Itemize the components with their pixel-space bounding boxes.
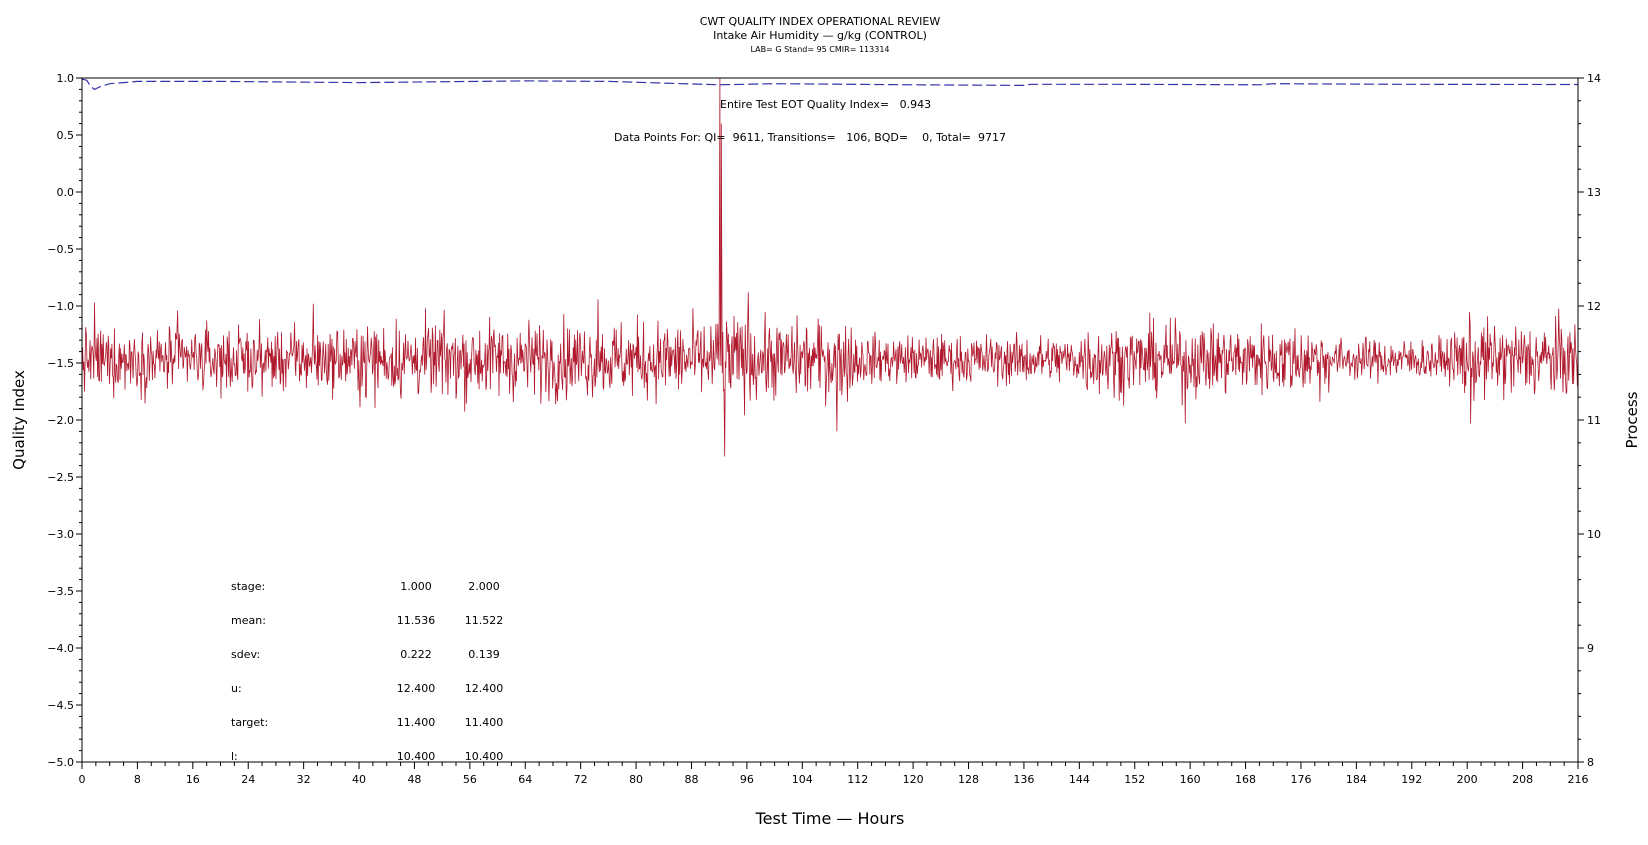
y-tick-label: −5.0 [47, 756, 74, 769]
y-tick-label: −0.5 [47, 243, 74, 256]
stats-row-label: stage: [231, 580, 265, 593]
x-tick-label: 0 [79, 773, 86, 786]
y2-tick-label: 13 [1587, 186, 1601, 199]
x-tick-label: 168 [1235, 773, 1256, 786]
y-tick-label: −4.5 [47, 699, 74, 712]
y2-tick-label: 10 [1587, 528, 1601, 541]
plot-frame [81, 77, 1579, 763]
x-tick-label: 96 [740, 773, 754, 786]
y-tick-label: −4.0 [47, 642, 74, 655]
data-points-annotation: Data Points For: QI= 9611, Transitions= … [614, 131, 1006, 144]
stats-row-label: target: [231, 716, 268, 729]
stats-row-label: u: [231, 682, 242, 695]
x-tick-label: 104 [792, 773, 813, 786]
y-axis-left: 1.0 0.5 0.0 −0.5 −1.0 −1.5 −2.0 −2.5 −3.0 −3.5 −4.… [47, 72, 82, 769]
x-tick-label: 128 [958, 773, 979, 786]
x-tick-label: 120 [903, 773, 924, 786]
x-tick-label: 176 [1290, 773, 1311, 786]
chart-subtitle: Intake Air Humidity — g/kg (CONTROL) [713, 29, 927, 42]
y-tick-label: −1.0 [47, 300, 74, 313]
stats-row-stage2-value: 11.400 [465, 716, 504, 729]
y-axis-label: Quality Index [10, 370, 28, 470]
stats-row-stage2-value: 0.139 [468, 648, 500, 661]
stats-row-stage1-value: 11.536 [397, 614, 436, 627]
y-tick-label: −2.5 [47, 471, 74, 484]
y2-tick-label: 9 [1587, 642, 1594, 655]
stats-row-stage2-value: 12.400 [465, 682, 504, 695]
stats-row-label: mean: [231, 614, 266, 627]
y-axis-right: 14 13 12 11 10 9 8 [1578, 72, 1601, 769]
x-tick-label: 64 [518, 773, 532, 786]
x-axis-label: Test Time — Hours [755, 809, 905, 828]
y2-tick-label: 8 [1587, 756, 1594, 769]
stats-row-label: sdev: [231, 648, 260, 661]
x-tick-label: 16 [186, 773, 200, 786]
x-tick-label: 208 [1512, 773, 1533, 786]
x-tick-label: 160 [1180, 773, 1201, 786]
stats-row-stage2-value: 10.400 [465, 750, 504, 763]
process-series-line [81, 77, 1579, 457]
y-tick-label: 1.0 [57, 72, 75, 85]
y2-tick-label: 14 [1587, 72, 1601, 85]
stats-table: stage: 1.000 2.000 mean: 11.536 11.522 sdev: 0.… [231, 580, 503, 763]
x-tick-label: 88 [684, 773, 698, 786]
series-layer [81, 77, 1579, 457]
stats-row-stage1-value: 1.000 [400, 580, 432, 593]
chart-subtitle-lab: LAB= G Stand= 95 CMIR= 113314 [750, 45, 889, 54]
y-tick-label: 0.0 [57, 186, 75, 199]
x-tick-label: 48 [407, 773, 421, 786]
y-tick-label: −2.0 [47, 414, 74, 427]
x-tick-label: 144 [1069, 773, 1090, 786]
stats-row-label: l: [231, 750, 238, 763]
x-tick-label: 40 [352, 773, 366, 786]
x-tick-label: 72 [574, 773, 588, 786]
x-tick-label: 192 [1401, 773, 1422, 786]
x-tick-label: 8 [134, 773, 141, 786]
x-tick-label: 56 [463, 773, 477, 786]
x-tick-label: 200 [1457, 773, 1478, 786]
quality-index-series-line [81, 78, 1579, 91]
stats-row-stage1-value: 11.400 [397, 716, 436, 729]
y-tick-label: −3.0 [47, 528, 74, 541]
x-axis: 0 8 16 24 32 40 48 56 64 72 80 88 96 104 112 120 128 136 1… [79, 762, 1589, 786]
y-tick-label: −3.5 [47, 585, 74, 598]
chart-title: CWT QUALITY INDEX OPERATIONAL REVIEW [700, 15, 941, 28]
eot-quality-index-annotation: Entire Test EOT Quality Index= 0.943 [720, 98, 931, 111]
stats-row-stage2-value: 11.522 [465, 614, 504, 627]
x-tick-label: 136 [1013, 773, 1034, 786]
x-tick-label: 184 [1346, 773, 1367, 786]
stats-row-stage1-value: 0.222 [400, 648, 432, 661]
stats-row-stage2-value: 2.000 [468, 580, 500, 593]
x-tick-label: 80 [629, 773, 643, 786]
y-tick-label: 0.5 [57, 129, 75, 142]
x-tick-label: 152 [1124, 773, 1145, 786]
y2-tick-label: 12 [1587, 300, 1601, 313]
y2-tick-label: 11 [1587, 414, 1601, 427]
x-tick-label: 112 [847, 773, 868, 786]
y2-axis-label: Process [1623, 391, 1641, 448]
stats-row-stage1-value: 12.400 [397, 682, 436, 695]
x-tick-label: 24 [241, 773, 255, 786]
x-tick-label: 216 [1568, 773, 1589, 786]
y-tick-label: −1.5 [47, 357, 74, 370]
x-tick-label: 32 [297, 773, 311, 786]
stats-row-stage1-value: 10.400 [397, 750, 436, 763]
